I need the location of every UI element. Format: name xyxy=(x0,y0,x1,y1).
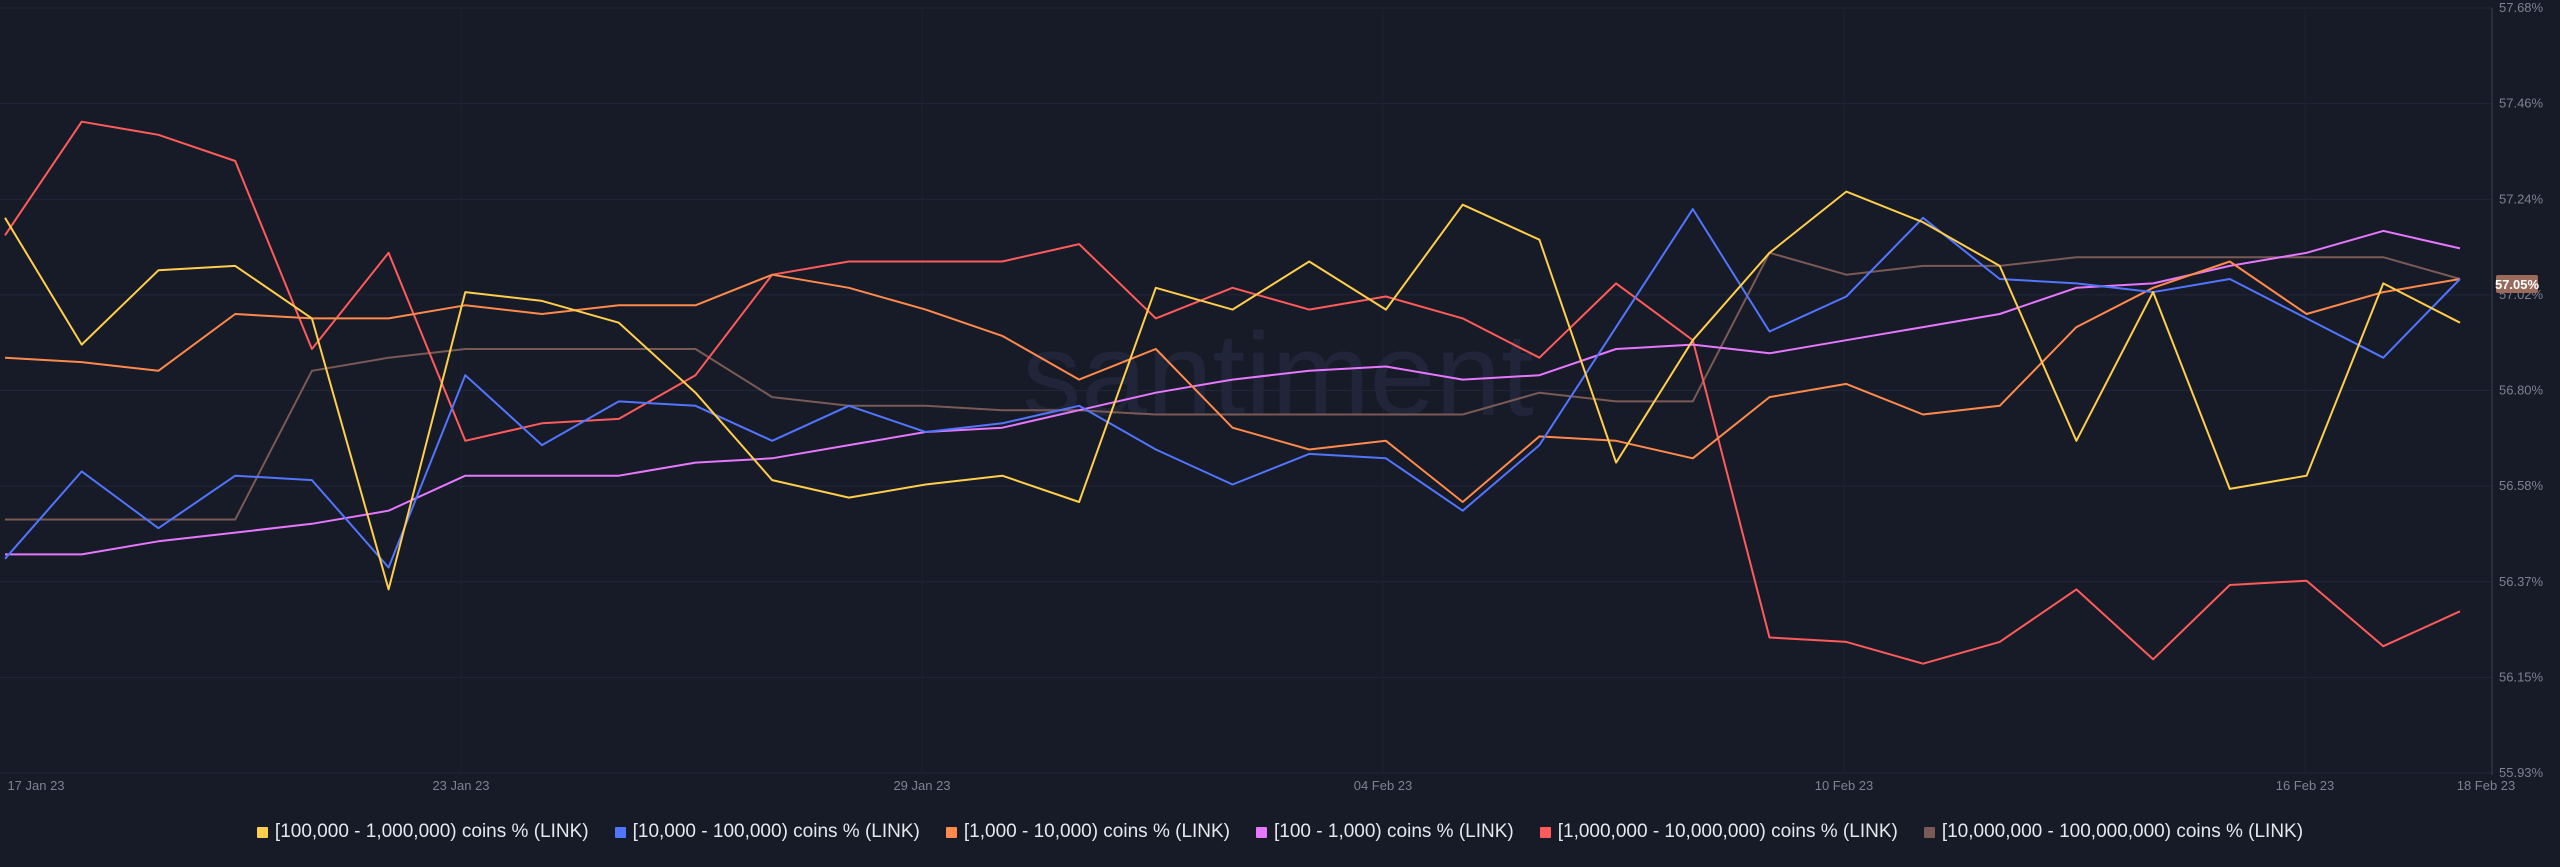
legend-label: [100 - 1,000) coins % (LINK) xyxy=(1274,821,1514,842)
y-tick-label: 56.58% xyxy=(2499,478,2544,493)
line-chart: santiment 57.68%57.46%57.24%57.02%56.80%… xyxy=(0,0,2544,793)
x-tick-label: 29 Jan 23 xyxy=(893,778,950,793)
x-tick-label: 17 Jan 23 xyxy=(7,778,64,793)
y-tick-label: 56.80% xyxy=(2499,383,2544,398)
legend-label: [10,000 - 100,000) coins % (LINK) xyxy=(632,821,920,842)
x-axis-labels: 17 Jan 23 23 Jan 23 29 Jan 23 04 Feb 23 10 F… xyxy=(7,778,2515,793)
y-tick-label: 57.24% xyxy=(2499,191,2544,206)
x-tick-label: 04 Feb 23 xyxy=(1354,778,1413,793)
y-tick-label: 57.46% xyxy=(2499,96,2544,111)
legend-swatch xyxy=(614,826,626,838)
legend-swatch xyxy=(1256,826,1268,838)
legend-item[interactable]: [1,000 - 10,000) coins % (LINK) xyxy=(945,821,1231,843)
legend-item[interactable]: [100,000 - 1,000,000) coins % (LINK) xyxy=(256,821,589,843)
legend-item[interactable]: [10,000,000 - 100,000,000) coins % (LINK… xyxy=(1923,821,2304,843)
current-value-label: 57.05% xyxy=(2495,277,2540,292)
legend-label: [1,000 - 10,000) coins % (LINK) xyxy=(963,821,1231,842)
y-tick-label: 57.68% xyxy=(2499,0,2544,15)
legend-label: [100,000 - 1,000,000) coins % (LINK) xyxy=(274,821,589,842)
series-line xyxy=(4,120,2461,665)
y-tick-label: 56.15% xyxy=(2499,669,2544,684)
y-tick-label: 56.37% xyxy=(2499,574,2544,589)
x-tick-label: 10 Feb 23 xyxy=(1815,778,1874,793)
series-lines xyxy=(4,120,2461,665)
series-line xyxy=(5,229,2461,556)
legend-swatch xyxy=(945,826,957,838)
x-tick-label: 16 Feb 23 xyxy=(2276,778,2335,793)
legend-item[interactable]: [1,000,000 - 10,000,000) coins % (LINK) xyxy=(1539,821,1898,843)
series-line xyxy=(4,190,2461,591)
legend-swatch xyxy=(256,826,268,838)
grid-lines xyxy=(0,7,2492,774)
series-line xyxy=(4,260,2461,503)
legend-swatch xyxy=(1539,826,1551,838)
legend-swatch xyxy=(1923,826,1935,838)
legend-item[interactable]: [10,000 - 100,000) coins % (LINK) xyxy=(614,821,920,843)
series-line xyxy=(4,208,2461,569)
y-tick-label: 55.93% xyxy=(2499,765,2544,780)
current-value-badge: 57.05% xyxy=(2495,275,2540,293)
y-axis-labels: 57.68%57.46%57.24%57.02%56.80%56.58%56.3… xyxy=(2499,0,2544,780)
series-line xyxy=(5,251,2461,521)
x-tick-label: 23 Jan 23 xyxy=(432,778,489,793)
legend-item[interactable]: [100 - 1,000) coins % (LINK) xyxy=(1256,821,1514,843)
x-tick-label: 18 Feb 23 xyxy=(2457,778,2516,793)
legend-label: [1,000,000 - 10,000,000) coins % (LINK) xyxy=(1557,821,1898,842)
legend-label: [10,000,000 - 100,000,000) coins % (LINK… xyxy=(1941,821,2304,842)
chart-legend: [100,000 - 1,000,000) coins % (LINK) [10,… xyxy=(0,817,2560,847)
